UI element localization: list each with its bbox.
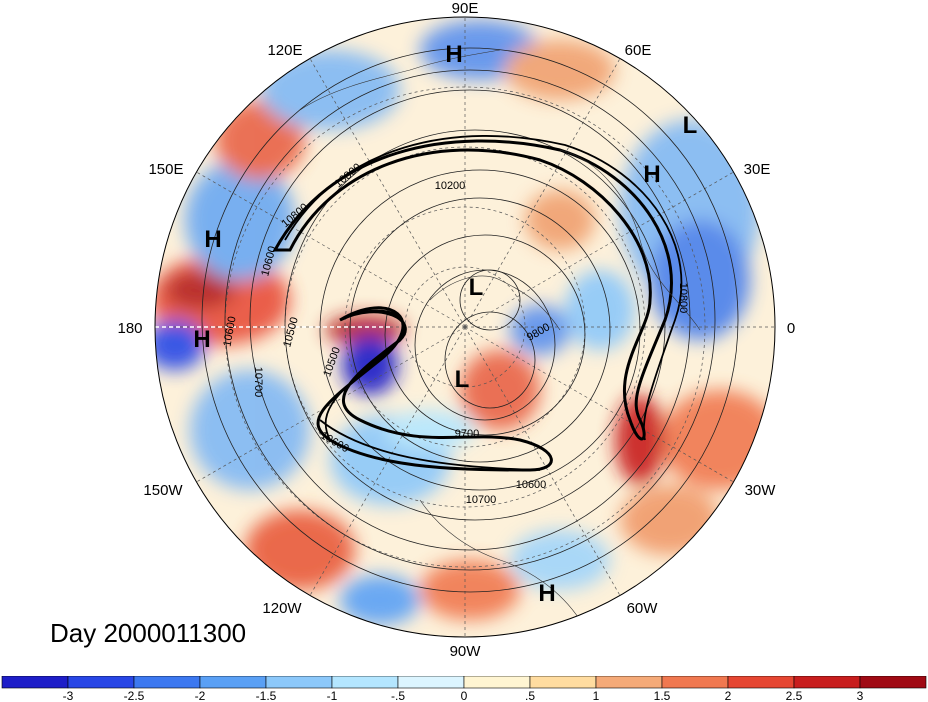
colorbar-boxes	[1, 676, 927, 689]
colorbar-box	[595, 676, 663, 689]
colorbar: -3 -2.5 -2 -1.5 -1 -.5 0 .5 1 1.5 2 2.5 3	[1, 676, 927, 702]
colorbar-tick-label: 2	[725, 689, 732, 702]
colorbar-tick-label: -2.5	[124, 689, 145, 702]
colorbar-box	[793, 676, 861, 689]
colorbar-box	[199, 676, 267, 689]
colorbar-box	[397, 676, 465, 689]
contour-label: 10800	[677, 283, 689, 314]
map-title: Day 2000011300	[50, 618, 247, 648]
colorbar-box	[859, 676, 927, 689]
low-center-marker: L	[683, 112, 698, 139]
lon-label-120w: 120W	[262, 600, 302, 617]
colorbar-tick-labels: -3 -2.5 -2 -1.5 -1 -.5 0 .5 1 1.5 2 2.5 3	[63, 689, 864, 702]
contour-label: 10600	[221, 315, 238, 347]
low-center-marker: L	[469, 274, 484, 301]
colorbar-tick-label: -1	[327, 689, 338, 702]
high-center-marker: H	[538, 580, 555, 607]
colorbar-tick-label: 1	[593, 689, 600, 702]
colorbar-box	[727, 676, 795, 689]
lon-label-60w: 60W	[627, 600, 659, 617]
colorbar-tick-label: -.5	[391, 689, 405, 702]
colorbar-box	[331, 676, 399, 689]
contour-label: 10700	[466, 494, 497, 506]
lon-label-30w: 30W	[745, 482, 777, 499]
colorbar-tick-label: 2.5	[786, 689, 803, 702]
colorbar-box	[1, 676, 69, 689]
high-center-marker: H	[193, 326, 210, 353]
colorbar-box	[265, 676, 333, 689]
longitude-labels: 90E 60E 30E 0 30W 60W 90W 120W 150W 180 …	[117, 0, 795, 660]
lon-label-90e: 90E	[452, 0, 479, 17]
colorbar-box	[529, 676, 597, 689]
lon-label-150e: 150E	[148, 161, 183, 178]
colorbar-tick-label: .5	[525, 689, 535, 702]
high-center-marker: H	[643, 161, 660, 188]
colorbar-box	[661, 676, 729, 689]
lon-label-0: 0	[787, 320, 795, 337]
high-center-marker: H	[445, 41, 462, 68]
map-boundary	[154, 16, 776, 638]
pressure-centers: H H H H H H L L L	[193, 41, 697, 607]
lon-label-30e: 30E	[744, 161, 771, 178]
contour-label: 10200	[435, 180, 466, 192]
colorbar-tick-label: 1.5	[654, 689, 671, 702]
anomaly-field	[155, 17, 775, 637]
lon-label-90w: 90W	[450, 643, 482, 660]
lon-label-120e: 120E	[267, 42, 302, 59]
colorbar-tick-label: 3	[857, 689, 864, 702]
colorbar-box	[463, 676, 531, 689]
lon-label-60e: 60E	[625, 42, 652, 59]
colorbar-tick-label: -2	[195, 689, 206, 702]
colorbar-tick-label: -1.5	[256, 689, 277, 702]
lon-label-150w: 150W	[143, 482, 183, 499]
colorbar-box	[67, 676, 135, 689]
colorbar-tick-label: 0	[461, 689, 468, 702]
contour-label: 10600	[516, 479, 547, 491]
lon-label-180: 180	[117, 320, 142, 337]
contour-label: 9700	[455, 428, 479, 440]
colorbar-tick-label: -3	[63, 689, 74, 702]
low-center-marker: L	[455, 366, 470, 393]
colorbar-box	[133, 676, 201, 689]
high-center-marker: H	[204, 226, 221, 253]
contour-label: 10700	[252, 367, 264, 398]
